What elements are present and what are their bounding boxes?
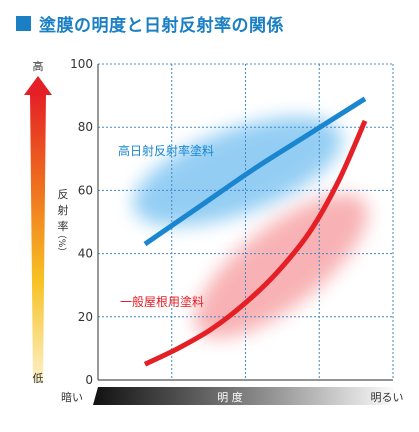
- reflectance-scale-arrow: [24, 76, 52, 382]
- grid-lines: [98, 63, 394, 380]
- y-tick-label: 80: [78, 120, 93, 134]
- series-label-general: 一般屋根用塗料: [120, 294, 204, 309]
- y-label-char: 射: [58, 203, 69, 217]
- y-label-char: 率: [58, 219, 69, 233]
- series-line-general: [143, 119, 368, 367]
- y-tick-label: 60: [78, 183, 93, 197]
- y-tick-label: 20: [78, 310, 93, 324]
- high-label: 高: [33, 59, 44, 73]
- y-tick-label: 40: [78, 247, 93, 261]
- y-axis-label: 反 射 率 （%）: [56, 188, 69, 256]
- chart-title: 塗膜の明度と日射反射率の関係: [16, 8, 284, 38]
- series-line-high-reflect: [143, 96, 367, 247]
- chart-title-text: 塗膜の明度と日射反射率の関係: [39, 15, 284, 36]
- glow-layer: [133, 116, 368, 339]
- title-square-icon: [16, 15, 31, 31]
- y-label-unit: （%）: [56, 230, 67, 257]
- y-tick-labels: 0 20 40 60 80 100: [70, 57, 93, 387]
- lightness-scale-bar: [93, 387, 398, 405]
- y-tick-label: 100: [70, 57, 93, 71]
- dark-label: 暗い: [61, 390, 83, 404]
- y-tick-label: 0: [85, 373, 93, 387]
- scale-arrow-body: [30, 92, 46, 382]
- plot-axes: [97, 64, 393, 381]
- y-label-char: 反: [58, 188, 69, 201]
- series-label-high-reflect: 高日射反射率塗料: [118, 143, 214, 158]
- series-lines: [143, 96, 368, 367]
- scale-arrow-head: [24, 76, 52, 95]
- low-label: 低: [33, 372, 44, 385]
- lightness-gradient: [93, 387, 398, 405]
- lightness-label: 明 度: [217, 390, 243, 404]
- light-label: 明るい: [371, 391, 404, 404]
